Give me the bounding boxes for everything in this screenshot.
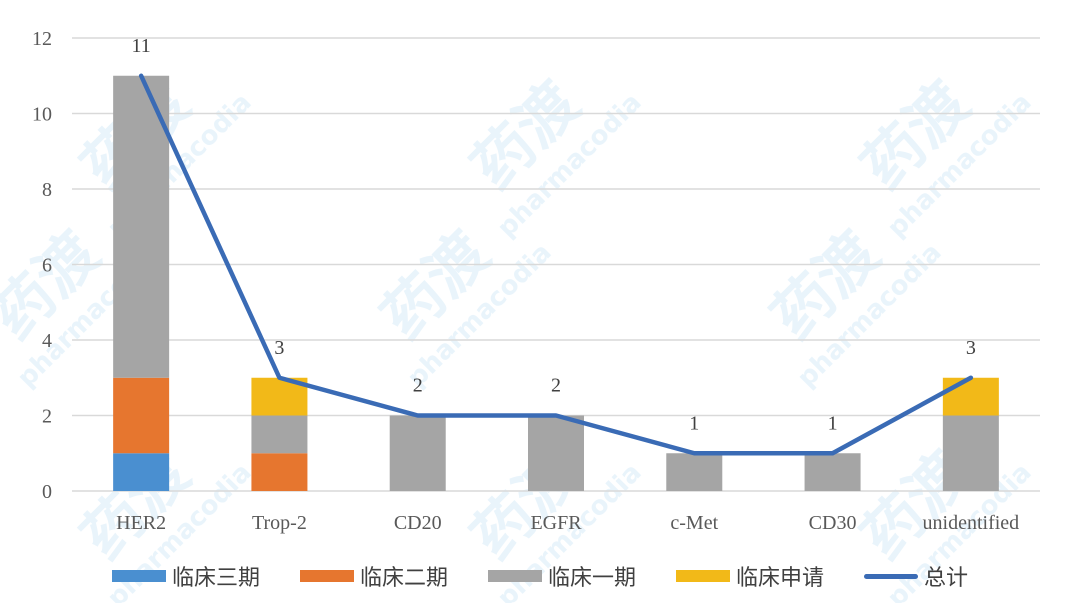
y-tick-label: 4 — [42, 330, 52, 352]
y-tick-label: 10 — [32, 104, 52, 126]
legend-swatch-icon — [111, 570, 166, 582]
data-label: 1 — [828, 412, 838, 434]
legend-swatch-icon — [487, 570, 542, 582]
bar-segment — [113, 377, 170, 454]
legend-item: 总计 — [864, 560, 968, 592]
legend-item: 临床三期 — [111, 560, 260, 592]
legend-label: 临床三期 — [171, 566, 260, 591]
bar-segment — [113, 453, 170, 491]
legend-label: 临床二期 — [359, 566, 448, 591]
legend: 临床三期 临床二期 临床一期 临床申请 总计 — [0, 558, 1080, 594]
legend-item: 临床一期 — [487, 560, 636, 592]
data-label: 2 — [551, 375, 561, 397]
legend-swatch-icon — [299, 570, 354, 582]
total-line-path — [138, 73, 974, 456]
legend-item: 临床申请 — [676, 560, 824, 592]
legend-item: 临床二期 — [299, 560, 448, 592]
bar-segment — [251, 453, 308, 491]
bar-segment — [666, 453, 723, 491]
y-tick-label: 2 — [42, 406, 52, 428]
y-tick-label: 8 — [42, 179, 52, 201]
data-label: 3 — [966, 337, 976, 359]
x-tick-label: CD30 — [809, 512, 857, 534]
legend-line-icon — [864, 573, 919, 579]
y-tick-label: 6 — [42, 255, 52, 277]
bar-segment — [251, 415, 308, 454]
bar-segment — [389, 415, 446, 491]
data-label: 11 — [132, 35, 151, 57]
data-label: 3 — [274, 337, 284, 359]
legend-label: 临床一期 — [547, 566, 636, 591]
x-tick-label: HER2 — [116, 512, 166, 534]
y-tick-label: 0 — [42, 481, 52, 503]
bars — [113, 75, 999, 491]
bar-segment — [942, 415, 999, 491]
legend-label: 总计 — [924, 566, 969, 591]
bar-segment — [804, 453, 861, 491]
data-label: 2 — [413, 375, 423, 397]
x-tick-label: c-Met — [670, 512, 718, 534]
x-tick-label: CD20 — [394, 512, 442, 534]
y-axis-ticks: 0 2 4 6 8 10 12 — [32, 28, 52, 503]
x-axis-labels: HER2 Trop-2 CD20 EGFR c-Met CD30 unidentified — [116, 512, 1019, 534]
x-tick-label: unidentified — [923, 512, 1020, 534]
y-tick-label: 12 — [32, 28, 52, 50]
bar-segment — [113, 75, 170, 378]
bar-segment — [528, 415, 584, 491]
data-label: 1 — [689, 412, 699, 434]
x-tick-label: EGFR — [530, 512, 582, 534]
x-tick-label: Trop-2 — [252, 512, 307, 534]
legend-label: 临床申请 — [736, 566, 825, 591]
total-line — [138, 73, 974, 456]
bar-segment — [942, 377, 999, 416]
legend-swatch-icon — [676, 570, 730, 582]
